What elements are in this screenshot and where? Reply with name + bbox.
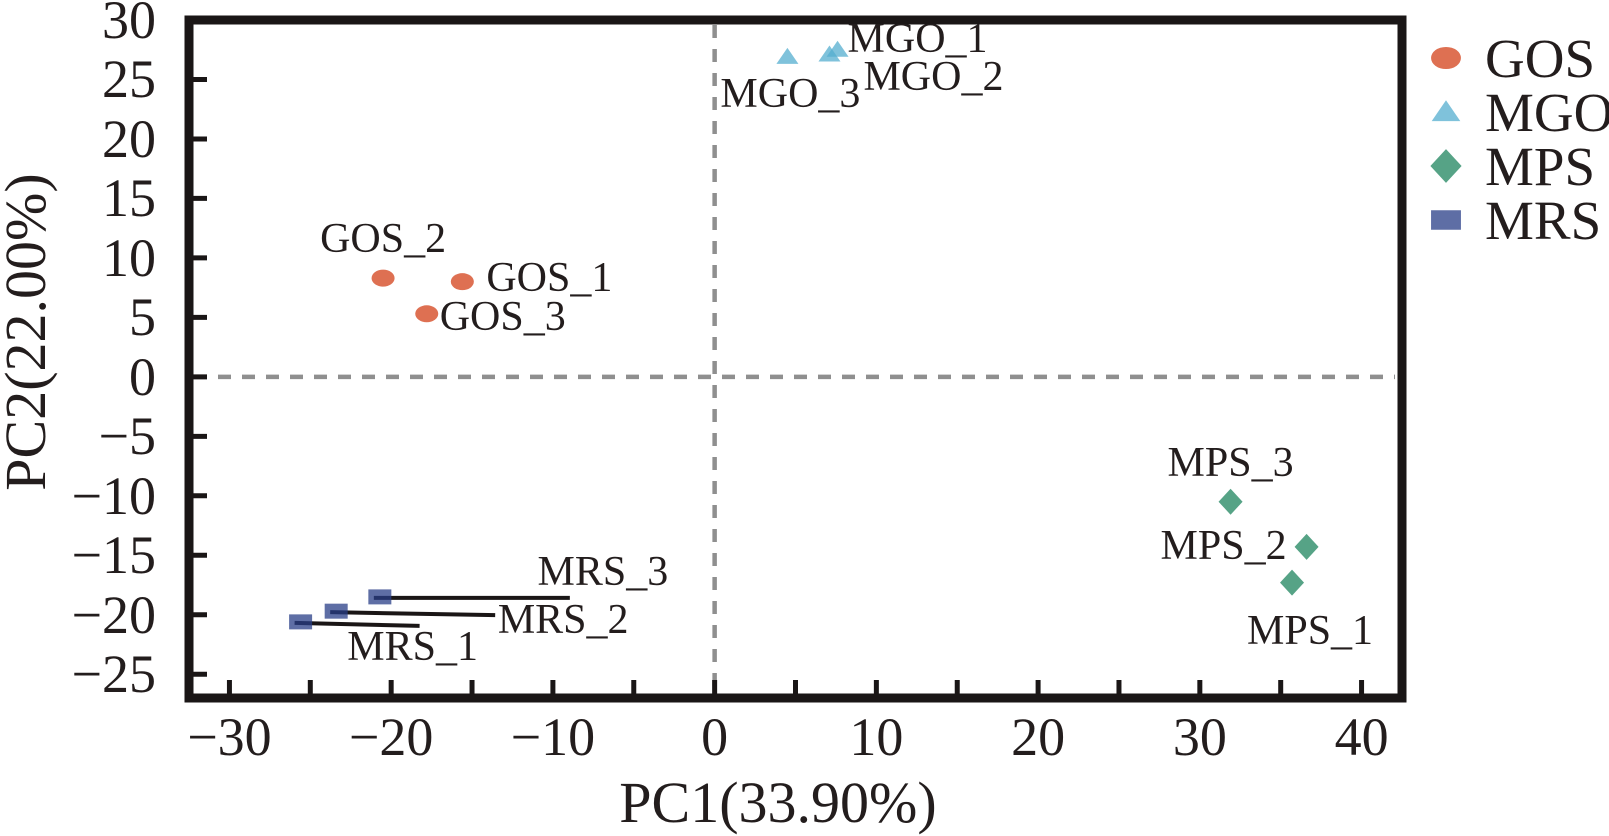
marker-mrs_1 (289, 614, 313, 630)
legend-entry-mps: MPS (1427, 138, 1595, 194)
marker-mps_2 (1294, 533, 1319, 560)
point-label-gos_2: GOS_2 (320, 216, 447, 263)
legend-entry-mrs: MRS (1427, 192, 1601, 248)
marker-gos_2 (371, 269, 395, 287)
legend-label-gos: GOS (1485, 27, 1596, 89)
y-axis-title: PC2(22.00%) (0, 173, 58, 491)
marker-mps_3 (1218, 488, 1243, 515)
y-tick-label--5: −5 (98, 406, 156, 467)
marker-mgo_3 (776, 47, 799, 64)
marker-mgo_2 (818, 45, 841, 62)
legend-entry-mgo: MGO (1427, 84, 1609, 140)
x-tick-label-10: 10 (849, 707, 904, 767)
y-tick-label-15: 15 (102, 168, 156, 229)
point-label-mgo_3: MGO_3 (720, 70, 861, 117)
x-tick-label--10: −10 (510, 707, 596, 767)
y-tick-label--15: −15 (71, 525, 156, 586)
x-tick-label-40: 40 (1334, 707, 1389, 767)
legend-label-mgo: MGO (1485, 81, 1609, 143)
diamond-glyph (1430, 149, 1462, 183)
square-glyph (1431, 210, 1461, 230)
y-tick-label--20: −20 (71, 584, 156, 645)
x-tick-label--20: −20 (348, 707, 434, 767)
x-axis-title: PC1(33.90%) (619, 770, 937, 835)
marker-gos_3 (415, 305, 439, 323)
leader-line-mrs_1 (294, 620, 420, 628)
point-label-mrs_1: MRS_1 (347, 623, 478, 670)
leader-line-mrs_2 (330, 610, 496, 618)
point-label-mgo_2: MGO_2 (863, 54, 1004, 101)
marker-mps_1 (1280, 569, 1305, 596)
y-tick-label-10: 10 (102, 227, 156, 288)
y-tick-label--10: −10 (71, 465, 156, 526)
point-label-gos_3: GOS_3 (439, 293, 566, 340)
legend-marker-mrs-icon (1431, 210, 1461, 230)
y-tick-label-0: 0 (129, 346, 156, 407)
legend-marker-mgo-icon (1431, 100, 1461, 122)
y-tick-label-20: 20 (102, 108, 156, 169)
point-label-gos_1: GOS_1 (486, 254, 613, 301)
x-tick-label--30: −30 (187, 707, 272, 767)
y-tick-label-25: 25 (102, 49, 156, 110)
legend-marker-gos-icon (1431, 46, 1461, 70)
y-tick-label--25: −25 (71, 644, 156, 705)
point-label-mps_3: MPS_3 (1167, 439, 1294, 486)
point-label-mps_2: MPS_2 (1160, 522, 1287, 569)
triangle-glyph (1431, 100, 1461, 122)
point-label-mgo_1: MGO_1 (847, 15, 988, 62)
x-tick-label-30: 30 (1172, 707, 1227, 767)
point-label-mps_1: MPS_1 (1246, 607, 1374, 654)
point-label-mrs_3: MRS_3 (537, 548, 669, 595)
legend-entry-gos: GOS (1427, 30, 1595, 86)
point-label-mrs_2: MRS_2 (497, 597, 629, 644)
marker-gos_1 (450, 273, 474, 291)
plot-border (184, 15, 1407, 703)
marker-mrs_2 (324, 603, 348, 619)
y-tick-label-5: 5 (129, 287, 156, 348)
x-tick-label-0: 0 (701, 707, 729, 767)
x-tick-label-20: 20 (1011, 707, 1066, 767)
legend-label-mrs: MRS (1485, 189, 1602, 251)
ellipse-glyph (1431, 46, 1461, 70)
legend-label-mps: MPS (1485, 135, 1596, 197)
y-tick-label-30: 30 (102, 0, 156, 50)
legend-marker-mps-icon (1430, 149, 1462, 183)
marker-mrs_3 (368, 589, 392, 605)
